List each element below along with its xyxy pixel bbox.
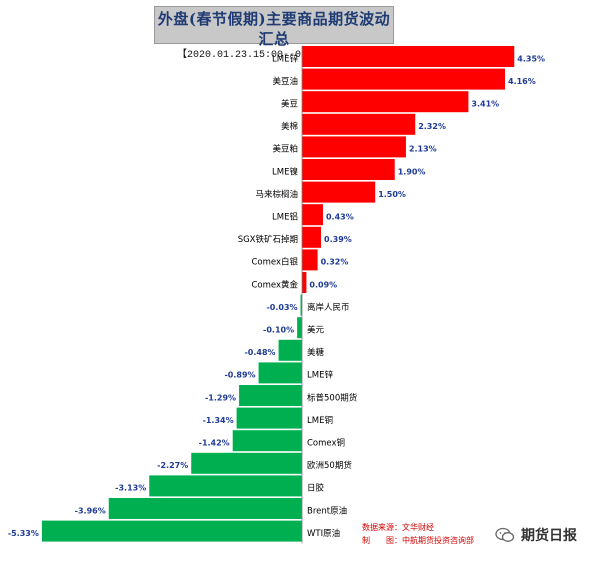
category-label: LME锌 [272,53,298,64]
category-label: Brent原油 [307,505,347,516]
bar [300,294,303,316]
bar [236,407,302,429]
value-label: 3.41% [471,100,499,109]
value-label: 4.35% [517,54,545,63]
value-label: 0.43% [326,213,354,222]
value-label: 2.13% [409,145,437,154]
category-label: 美元 [307,325,325,336]
category-label: Comex黄金 [251,279,298,290]
value-label: -0.89% [224,371,255,380]
category-label: LME铝 [272,212,298,223]
value-label: -0.10% [263,326,294,335]
bar [239,385,302,406]
source-line-1: 数据来源：文华财经 [362,523,434,532]
category-label: 美糖 [307,347,325,358]
bar [108,498,302,519]
value-label: -0.48% [244,348,275,357]
value-label: 1.90% [398,167,426,176]
value-label: -3.96% [75,506,106,515]
category-label: LME铜 [307,415,333,426]
bar [302,272,307,293]
bar [297,317,302,339]
value-label: 0.39% [324,235,352,244]
value-label: -1.29% [205,393,236,402]
bar [302,68,506,90]
category-label: 标普500期货 [307,392,358,403]
bar [149,475,302,497]
source-line-2: 制 图：中航期货投资咨询部 [362,536,474,545]
category-label: WTI原油 [307,528,340,539]
bar [302,181,376,203]
watermark: 期货日报 [495,525,577,545]
bar [302,46,515,67]
value-label: 0.09% [309,280,337,289]
value-label: -5.33% [8,529,39,538]
bar [258,362,302,384]
bar [232,430,302,452]
category-label: LME锌 [307,370,333,381]
category-label: Comex白银 [251,257,298,268]
value-label: -0.03% [266,303,297,312]
bar [191,452,302,474]
bar [41,520,303,542]
category-label: 离岸人民币 [307,302,350,313]
watermark-text: 期货日报 [521,528,577,544]
title-box: 外盘(春节假期)主要商品期货波动汇总 【2020.01.23.15:00--02… [154,6,394,61]
category-label: 美棉 [281,121,298,132]
value-label: -3.13% [115,484,146,493]
chart-title: 外盘(春节假期)主要商品期货波动汇总 [157,10,391,48]
category-label: 欧洲50期货 [307,460,352,471]
category-label: SGX铁矿石掉期 [238,234,298,245]
bar [302,136,406,158]
bar [302,226,322,248]
category-label: LME镍 [272,166,298,177]
category-label: 日胶 [307,483,325,494]
category-label: 美豆 [281,99,298,110]
bar [278,339,302,361]
category-label: 美豆粕 [272,144,298,155]
category-label: 美豆油 [272,76,298,87]
chart-subtitle: 【2020.01.23.15:00--02.01.06:00】 [176,50,372,61]
category-label: Comex铜 [307,438,345,449]
bar [302,91,469,113]
value-label: -1.34% [203,416,234,425]
value-label: 2.32% [418,122,446,131]
value-label: 0.32% [321,258,349,267]
value-label: 4.16% [508,77,536,86]
bar [302,249,318,271]
category-label: 马来棕榈油 [255,189,298,200]
bar [302,204,323,226]
value-label: -1.42% [199,439,230,448]
bar [302,159,395,180]
wechat-icon [495,527,515,542]
value-label: 1.50% [378,190,406,199]
value-label: -2.27% [157,461,188,470]
bar [302,113,416,135]
